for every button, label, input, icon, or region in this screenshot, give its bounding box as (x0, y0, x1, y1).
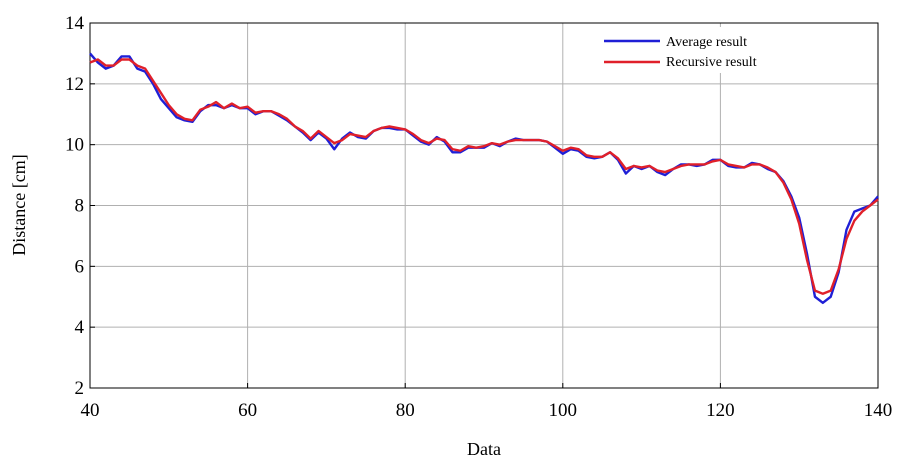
x-tick-label: 60 (238, 400, 257, 421)
axis-ticks: 40 60 80 100 120 140 2 4 6 8 10 12 14 (65, 13, 892, 421)
grid (90, 23, 878, 388)
y-tick-label: 10 (65, 135, 84, 156)
y-axis-label: Distance [cm] (9, 154, 29, 255)
x-tick-label: 80 (396, 400, 415, 421)
y-tick-label: 8 (75, 196, 85, 217)
x-tick-label: 40 (81, 400, 100, 421)
legend-label-average: Average result (666, 35, 747, 50)
legend-box (598, 27, 838, 73)
legend-label-recursive: Recursive result (666, 55, 757, 70)
y-tick-label: 2 (75, 378, 85, 399)
x-tick-label: 100 (549, 400, 578, 421)
series-line-average (89, 52, 879, 305)
x-axis-label: Data (467, 439, 501, 459)
y-tick-label: 6 (75, 256, 85, 277)
series-line-recursive (89, 58, 879, 295)
series-lines (89, 52, 879, 305)
y-tick-label: 12 (65, 74, 84, 95)
legend: Average result Recursive result (598, 27, 838, 73)
x-tick-label: 140 (864, 400, 893, 421)
x-tick-label: 120 (706, 400, 735, 421)
y-tick-label: 14 (65, 13, 85, 34)
y-tick-label: 4 (75, 317, 85, 338)
